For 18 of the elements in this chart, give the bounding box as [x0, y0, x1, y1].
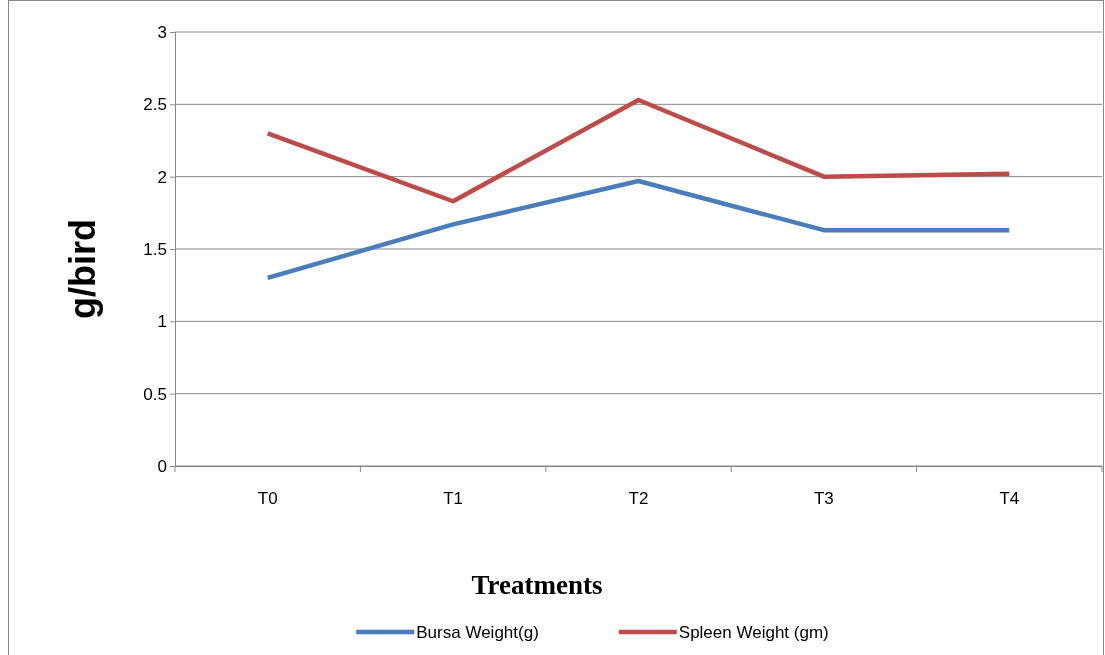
x-axis-title: Treatments — [471, 570, 603, 600]
y-tick-label: 3 — [157, 22, 167, 42]
x-tick-label: T4 — [999, 489, 1020, 509]
y-axis-title: g/bird — [62, 219, 103, 319]
line-series — [265, 97, 1012, 204]
x-tick-label: T0 — [257, 489, 278, 509]
y-tick-label: 0 — [157, 456, 167, 476]
x-tick-label: T1 — [443, 489, 464, 509]
y-tick-label: 1.5 — [143, 239, 167, 259]
x-tick-label: T3 — [813, 489, 834, 509]
legend-label: Bursa Weight(g) — [416, 623, 539, 642]
y-tick-label: 1 — [157, 312, 167, 332]
y-tick-label: 0.5 — [143, 384, 167, 404]
y-tick-label: 2 — [157, 167, 167, 187]
legend-label: Spleen Weight (gm) — [678, 623, 829, 642]
y-tick-label: 2.5 — [143, 95, 167, 115]
line-series — [265, 178, 1012, 281]
x-tick-label: T2 — [628, 489, 649, 509]
